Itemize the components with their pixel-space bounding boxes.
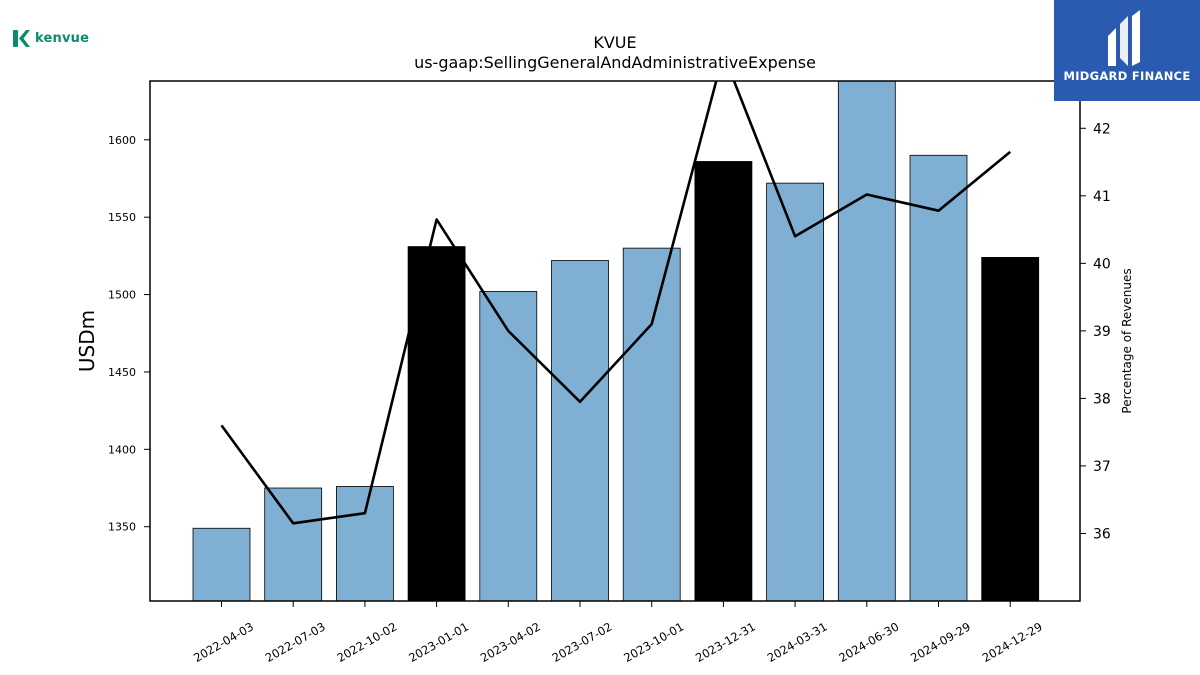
y-tick-label: 1500 <box>108 289 136 302</box>
bar-2023-07-02 <box>551 260 609 602</box>
x-tick-label: 2024-03-31 <box>765 619 830 665</box>
y2-tick-label: 36 <box>1093 526 1111 542</box>
x-tick-label: 2024-09-29 <box>908 619 973 665</box>
x-tick-label: 2022-10-02 <box>335 619 400 665</box>
y2-tick-label: 38 <box>1093 391 1111 407</box>
x-tick-label: 2024-06-30 <box>836 619 901 665</box>
bar-2022-10-02 <box>335 486 394 602</box>
chart-title: KVUE <box>593 33 636 52</box>
kenvue-k-icon <box>13 30 30 47</box>
x-axis-ticks: 2022-04-03 2022-07-03 2022-10-02 2023-01-01… <box>191 601 1045 665</box>
percentage-line <box>220 81 1012 525</box>
midgard-finance-logo: MIDGARD FINANCE <box>1054 0 1200 101</box>
bar-2023-12-31 <box>694 161 753 602</box>
x-tick-label: 2023-12-31 <box>693 619 758 665</box>
bar-2024-09-29 <box>909 154 968 602</box>
y2-tick-label: 40 <box>1093 256 1111 272</box>
left-axis-ticks: 1350 1400 1450 1500 1550 1600 <box>108 134 150 534</box>
kenvue-logo: kenvue <box>12 29 89 48</box>
bar-2024-03-31 <box>766 182 824 602</box>
midgard-finance-logo-text: MIDGARD FINANCE <box>1063 69 1191 83</box>
y2-tick-label: 37 <box>1093 459 1111 475</box>
x-tick-label: 2022-04-03 <box>191 619 256 665</box>
bar-2023-01-01 <box>407 246 466 602</box>
x-tick-label: 2023-07-02 <box>550 619 615 665</box>
y2-tick-label: 42 <box>1093 121 1111 137</box>
bars-group <box>192 80 1040 602</box>
right-axis-ticks: 36 37 38 39 40 41 42 <box>1080 121 1111 542</box>
bar-2022-04-03 <box>192 527 251 602</box>
y2-axis-label: Percentage of Revenues <box>1120 268 1134 413</box>
plot-frame <box>149 80 1081 602</box>
x-tick-label: 2023-04-02 <box>478 619 543 665</box>
x-tick-label: 2022-07-03 <box>263 619 328 665</box>
y-tick-label: 1600 <box>108 134 136 147</box>
bar-2024-06-30 <box>837 80 896 602</box>
y-tick-label: 1350 <box>108 521 136 534</box>
x-tick-label: 2023-01-01 <box>406 619 471 665</box>
bar-2023-04-02 <box>479 291 538 602</box>
y2-tick-label: 41 <box>1093 189 1111 205</box>
x-tick-label: 2024-12-29 <box>980 619 1045 665</box>
bar-2023-10-01 <box>622 247 681 602</box>
y-axis-label: USDm <box>75 310 99 372</box>
y-tick-label: 1450 <box>108 366 136 379</box>
kenvue-logo-text: kenvue <box>35 31 90 46</box>
midgard-m-icon <box>1108 10 1140 66</box>
chart-subtitle: us-gaap:SellingGeneralAndAdministrativeE… <box>414 53 816 72</box>
y2-tick-label: 39 <box>1093 324 1111 340</box>
bar-2022-07-03 <box>264 487 323 602</box>
y-tick-label: 1550 <box>108 211 136 224</box>
x-tick-label: 2023-10-01 <box>621 619 686 665</box>
bar-2024-12-29 <box>981 257 1040 602</box>
y-tick-label: 1400 <box>108 443 136 456</box>
